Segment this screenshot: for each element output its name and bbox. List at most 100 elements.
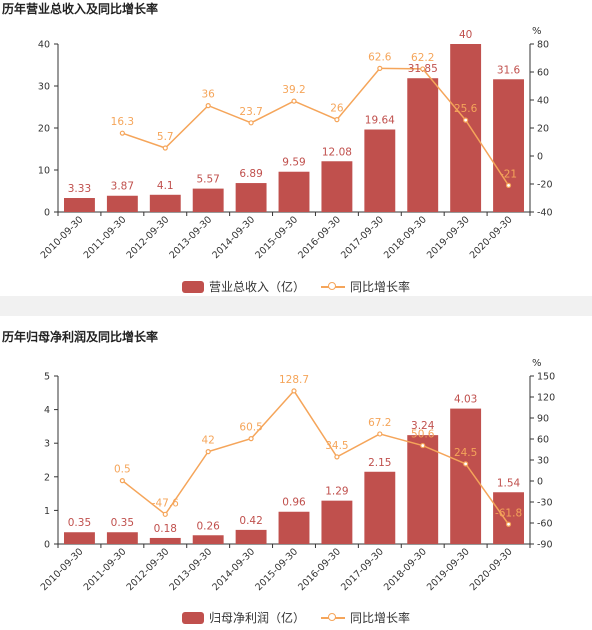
line-point <box>248 436 254 442</box>
bar-value-label: 0.26 <box>196 520 220 532</box>
y-tick-label-right: 150 <box>537 372 555 383</box>
x-tick-label: 2012-09-30 <box>125 546 172 593</box>
line-value-label: 39.2 <box>282 84 305 96</box>
y-tick-label-left: 1 <box>44 506 50 517</box>
y-tick-label-left: 2 <box>44 472 50 483</box>
bar <box>407 78 439 212</box>
line-value-label: 67.2 <box>368 417 391 429</box>
bar-value-label: 2.15 <box>368 457 391 469</box>
line-point <box>505 521 512 527</box>
x-tick-label: 2013-09-30 <box>167 214 214 261</box>
line-point <box>420 442 426 449</box>
legend-line-swatch <box>321 612 345 624</box>
bar <box>407 435 439 544</box>
line-point <box>248 120 254 126</box>
revenue-chart-panel: 历年营业总收入及同比增长率 0 10 20 30 40 -40 -20 0 20 40 60 80% 2… <box>0 0 592 296</box>
bar <box>450 408 482 544</box>
legend-bar-swatch <box>181 611 204 624</box>
x-tick-label: 2017-09-30 <box>339 214 386 261</box>
bar <box>321 161 353 212</box>
line-value-label: 23.7 <box>239 106 262 118</box>
legend-bar-swatch <box>181 280 204 293</box>
line-value-label: -61.8 <box>495 507 522 519</box>
legend-label: 营业总收入（亿） <box>208 280 305 294</box>
line-point <box>205 449 211 455</box>
bar <box>106 532 138 544</box>
legend-item-line[interactable]: 同比增长率 <box>321 278 410 295</box>
x-tick-label: 2016-09-30 <box>296 546 343 593</box>
bar <box>235 529 267 544</box>
line-value-label: 60.5 <box>239 422 262 434</box>
net-profit-chart-panel: 历年归母净利润及同比增长率 0 1 2 3 4 5 -90 -60 -30 0 30 60 90 120 1… <box>0 316 592 630</box>
y-tick-label-right: 40 <box>537 96 549 107</box>
line-value-label: 42 <box>201 435 214 447</box>
y-tick-label-right: 80 <box>537 40 549 51</box>
y-tick-label-right: -20 <box>537 180 553 191</box>
bar <box>278 171 310 212</box>
legend-item-bar[interactable]: 营业总收入（亿） <box>181 278 305 295</box>
legend-label: 归母净利润（亿） <box>208 611 305 625</box>
x-tick-label: 2015-09-30 <box>253 214 300 261</box>
y-tick-label-left: 20 <box>38 124 50 135</box>
line-value-label: 5.7 <box>157 131 174 143</box>
bar-value-label: 0.42 <box>239 515 262 527</box>
bar <box>192 188 224 212</box>
bar <box>64 198 95 212</box>
bar <box>106 195 138 212</box>
bar <box>364 129 396 212</box>
line-point <box>334 116 340 123</box>
bar <box>493 492 524 544</box>
bar-value-label: 0.96 <box>282 497 306 509</box>
line-point <box>505 182 512 188</box>
bar <box>493 79 524 212</box>
bar-value-label: 4.03 <box>454 394 477 406</box>
line-point <box>377 431 383 437</box>
y-tick-label-right: -90 <box>537 540 553 551</box>
y-tick-label-left: 0 <box>44 208 50 219</box>
y-tick-label-left: 0 <box>44 540 50 551</box>
y-tick-label-left: 5 <box>44 372 50 383</box>
x-tick-label: 2018-09-30 <box>382 546 429 593</box>
line-value-label: 0.5 <box>114 464 131 476</box>
bar <box>149 537 181 544</box>
bar <box>321 500 353 544</box>
bar-value-label: 9.59 <box>282 157 305 169</box>
bar <box>278 511 310 544</box>
y-tick-label-right: -60 <box>537 519 553 530</box>
legend-label: 同比增长率 <box>350 611 411 625</box>
y-tick-label-left: 40 <box>38 40 50 51</box>
bar-value-label: 0.35 <box>111 517 134 529</box>
x-tick-label: 2014-09-30 <box>210 214 257 261</box>
x-tick-label: 2017-09-30 <box>339 546 386 593</box>
bar-value-label: 31.6 <box>497 64 521 76</box>
line-point <box>377 65 383 71</box>
line-point <box>162 511 168 517</box>
bar-value-label: 0.35 <box>68 517 91 529</box>
bar-value-label: 0.18 <box>154 523 177 535</box>
y-tick-label-right: 0 <box>537 477 543 488</box>
line-point <box>420 66 426 72</box>
bar <box>149 194 181 212</box>
chart-legend: 营业总收入（亿） 同比增长率 <box>0 278 592 295</box>
y-tick-label-left: 3 <box>44 439 50 450</box>
y-tick-label-right: 90 <box>537 414 549 425</box>
x-tick-label: 2015-09-30 <box>253 546 300 593</box>
line-point <box>205 102 211 109</box>
bar-value-label: 3.24 <box>411 420 435 432</box>
bar-value-label: 5.57 <box>196 174 219 186</box>
y-tick-label-right: -40 <box>537 208 553 219</box>
x-tick-label: 2020-09-30 <box>468 546 515 593</box>
legend-item-line[interactable]: 同比增长率 <box>321 609 410 626</box>
net-profit-chart: 012345-90-60-300306090120150%2010-09-302… <box>39 358 555 593</box>
bar <box>192 535 224 544</box>
bar-value-label: 40 <box>459 29 472 41</box>
line-point <box>119 130 125 136</box>
line-point <box>162 145 168 151</box>
chart-title: 历年营业总收入及同比增长率 <box>2 2 159 16</box>
line-value-label: 36 <box>201 89 215 101</box>
legend-item-bar[interactable]: 归母净利润（亿） <box>181 609 305 626</box>
y-tick-label-right: 0 <box>537 152 543 163</box>
y-tick-label-right: 120 <box>537 393 555 404</box>
y-tick-label-right: 60 <box>537 435 549 446</box>
bar-value-label: 6.89 <box>239 168 262 180</box>
